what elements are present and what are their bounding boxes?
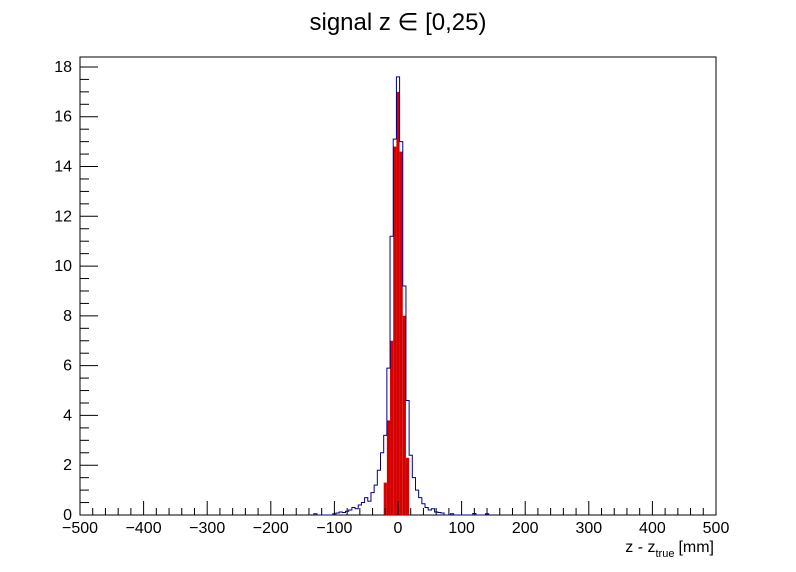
red-bin-bar bbox=[393, 146, 397, 515]
y-tick-label: 6 bbox=[63, 358, 72, 375]
x-tick-label: −100 bbox=[316, 520, 352, 537]
x-axis-label-subscript: true bbox=[655, 548, 674, 560]
x-axis: −500 −400 −300 −200 −100 0 100 200 300 400 500 bbox=[62, 501, 729, 537]
x-tick-label: −500 bbox=[62, 520, 98, 537]
red-bin-bar bbox=[396, 91, 400, 515]
y-tick-label: 0 bbox=[63, 507, 72, 524]
y-tick-label: 14 bbox=[54, 159, 72, 176]
y-tick-label: 4 bbox=[63, 407, 72, 424]
y-tick-label: 16 bbox=[54, 109, 72, 126]
red-bin-bar bbox=[390, 340, 394, 515]
x-axis-label-unit: [mm] bbox=[678, 539, 714, 556]
blue-step-line bbox=[313, 76, 490, 516]
chart-title: signal z ∈ [0,25) bbox=[310, 9, 487, 36]
y-tick-label: 18 bbox=[54, 59, 72, 76]
red-bin-bar bbox=[402, 315, 406, 515]
red-bin-bar bbox=[386, 420, 391, 515]
x-tick-label: 400 bbox=[639, 520, 666, 537]
x-tick-label: −200 bbox=[253, 520, 289, 537]
y-tick-label: 12 bbox=[54, 208, 72, 225]
x-tick-label: 100 bbox=[448, 520, 475, 537]
y-tick-label: 2 bbox=[63, 457, 72, 474]
red-bin-bar bbox=[399, 151, 403, 515]
x-tick-label: 300 bbox=[575, 520, 602, 537]
x-tick-label: 0 bbox=[394, 520, 403, 537]
x-axis-label-base: z - z bbox=[625, 539, 655, 556]
y-axis: 0 2 4 6 8 10 12 14 16 18 bbox=[54, 59, 98, 524]
x-tick-label: −400 bbox=[126, 520, 162, 537]
y-tick-label: 10 bbox=[54, 258, 72, 275]
y-tick-label: 8 bbox=[63, 308, 72, 325]
data-marks bbox=[313, 76, 490, 516]
x-tick-label: 200 bbox=[512, 520, 539, 537]
x-tick-label: 500 bbox=[703, 520, 730, 537]
red-bin-bar bbox=[405, 457, 410, 515]
x-axis-label: z - ztrue [mm] bbox=[625, 539, 714, 560]
x-tick-label: −300 bbox=[189, 520, 225, 537]
red-bin-bar bbox=[383, 482, 387, 515]
